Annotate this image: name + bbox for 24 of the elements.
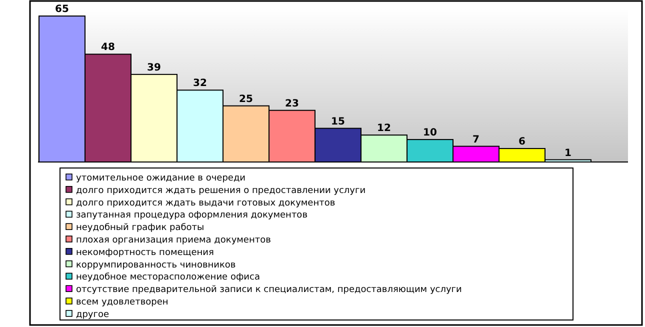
data-label: 1: [564, 148, 572, 159]
legend-label: неудобное месторасположение офиса: [76, 272, 260, 283]
data-label: 6: [518, 136, 526, 148]
data-label: 10: [423, 128, 437, 139]
data-label: 12: [377, 123, 391, 134]
legend-label: неудобный график работы: [76, 223, 204, 234]
legend-label: другое: [76, 310, 110, 320]
data-label: 65: [55, 4, 69, 16]
legend-label: долго приходится ждать выдачи готовых документов: [76, 198, 336, 208]
data-label: 48: [101, 42, 115, 54]
legend-label: долго приходится ждать решения о предоставлении услуги: [76, 186, 366, 196]
data-label: 32: [193, 78, 207, 90]
legend-label: коррумпированность чиновников: [76, 260, 236, 270]
data-label: 7: [472, 134, 480, 146]
legend-label: запутанная процедура оформления документов: [76, 210, 308, 221]
legend-label: утомительное ожидание в очереди: [76, 174, 246, 184]
legend-label: отсутствие предварительной записи к специалистам, предоставляющим услуги: [76, 285, 462, 296]
legend-label: плохая организация приема документов: [76, 236, 271, 246]
data-label: 15: [331, 116, 345, 128]
data-label: 39: [147, 62, 161, 74]
legend-label: некомфортность помещения: [76, 248, 214, 258]
legend-label: всем удовлетворен: [76, 298, 168, 308]
data-label: 23: [285, 98, 299, 110]
data-label: 25: [239, 94, 253, 105]
